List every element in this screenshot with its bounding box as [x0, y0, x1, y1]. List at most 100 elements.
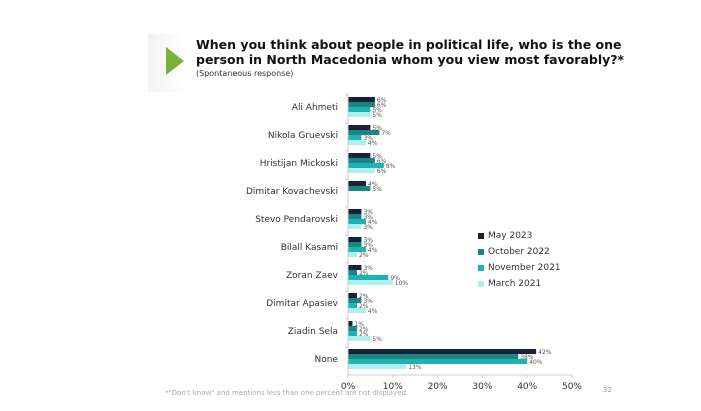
data-label: 2%: [359, 303, 369, 310]
category-label: Dimitar Kovachevski: [246, 187, 338, 197]
x-tick-label: 0%: [341, 382, 356, 392]
category-label: Ali Ahmeti: [292, 103, 338, 113]
x-tick-label: 20%: [428, 382, 448, 392]
data-label: 5%: [372, 107, 382, 114]
legend-item: October 2022: [478, 244, 561, 260]
category-label: None: [315, 355, 339, 365]
bar: [348, 280, 393, 285]
data-label: 5%: [372, 112, 382, 119]
data-label: 3%: [363, 242, 373, 249]
play-arrow-icon: [166, 47, 184, 75]
legend-swatch: [478, 249, 484, 255]
chart-title: When you think about people in political…: [196, 37, 625, 67]
data-label: 4%: [368, 181, 378, 188]
data-label: 38%: [520, 354, 534, 361]
legend-label: November 2021: [488, 263, 561, 273]
bar: [348, 186, 371, 191]
page-number: 32: [603, 386, 612, 394]
bar: [348, 224, 362, 229]
category-label: Bilall Kasami: [281, 243, 338, 253]
category-label: Nikola Gruevski: [268, 131, 338, 141]
legend-item: May 2023: [478, 228, 561, 244]
data-label: 3%: [363, 209, 373, 216]
bar: [348, 359, 528, 364]
bar: [348, 252, 357, 257]
bar: [348, 247, 366, 252]
bar: [348, 336, 371, 341]
data-label: 4%: [368, 308, 378, 315]
bar: [348, 298, 362, 303]
category-label: Dimitar Apasiev: [266, 299, 338, 309]
data-label: 4%: [368, 219, 378, 226]
data-label: 4%: [368, 247, 378, 254]
data-label: 10%: [395, 280, 409, 287]
bar: [348, 349, 537, 354]
data-label: 6%: [377, 158, 387, 165]
bar: [348, 237, 362, 242]
bar: [348, 242, 362, 247]
x-tick-label: 10%: [383, 382, 403, 392]
bar: [348, 219, 366, 224]
bar: [348, 326, 357, 331]
bar: [348, 303, 357, 308]
data-label: 3%: [363, 135, 373, 142]
category-label: Ziadin Sela: [288, 327, 338, 337]
data-label: 5%: [372, 186, 382, 193]
data-label: 1%: [354, 321, 364, 328]
bar: [348, 158, 375, 163]
category-label: Stevo Pendarovski: [255, 215, 338, 225]
legend-item: November 2021: [478, 260, 561, 276]
data-label: 5%: [372, 336, 382, 343]
data-label: 3%: [363, 265, 373, 272]
data-label: 5%: [372, 153, 382, 160]
data-label: 2%: [359, 331, 369, 338]
legend-swatch: [478, 281, 484, 287]
category-label: Hristijan Mickoski: [260, 159, 338, 169]
bar: [348, 265, 362, 270]
footnote: *"Don't know" and mentions less than one…: [165, 389, 409, 397]
bar: [348, 321, 353, 326]
bar: [348, 102, 375, 107]
data-label: 6%: [377, 168, 387, 175]
data-label: 4%: [368, 140, 378, 147]
data-label: 2%: [359, 293, 369, 300]
data-label: 3%: [363, 237, 373, 244]
data-label: 2%: [359, 252, 369, 259]
legend-label: May 2023: [488, 231, 533, 241]
legend-swatch: [478, 265, 484, 271]
data-label: 6%: [377, 97, 387, 104]
bar: [348, 364, 407, 369]
data-label: 6%: [377, 102, 387, 109]
data-label: 7%: [381, 130, 391, 137]
data-label: 40%: [529, 359, 543, 366]
data-label: 2%: [359, 270, 369, 277]
data-label: 9%: [390, 275, 400, 282]
data-label: 2%: [359, 326, 369, 333]
bar: [348, 125, 371, 130]
legend: May 2023 October 2022 November 2021 March 2…: [478, 228, 561, 292]
legend-item: March 2021: [478, 276, 561, 292]
bar: [348, 275, 389, 280]
legend-label: March 2021: [488, 279, 542, 289]
bar: [348, 112, 371, 117]
bar: [348, 214, 362, 219]
legend-label: October 2022: [488, 247, 550, 257]
data-label: 8%: [386, 163, 396, 170]
bar: [348, 354, 519, 359]
bar: [348, 270, 357, 275]
bar: [348, 163, 384, 168]
data-label: 3%: [363, 214, 373, 221]
data-label: 3%: [363, 298, 373, 305]
data-label: 13%: [408, 364, 422, 371]
bar: [348, 168, 375, 173]
x-tick-label: 40%: [517, 382, 537, 392]
data-label: 5%: [372, 125, 382, 132]
bar: [348, 153, 371, 158]
legend-swatch: [478, 233, 484, 239]
x-tick-label: 50%: [562, 382, 582, 392]
bar: [348, 181, 366, 186]
bar: [348, 331, 357, 336]
bar: [348, 97, 375, 102]
category-label: Zoran Zaev: [286, 271, 339, 281]
